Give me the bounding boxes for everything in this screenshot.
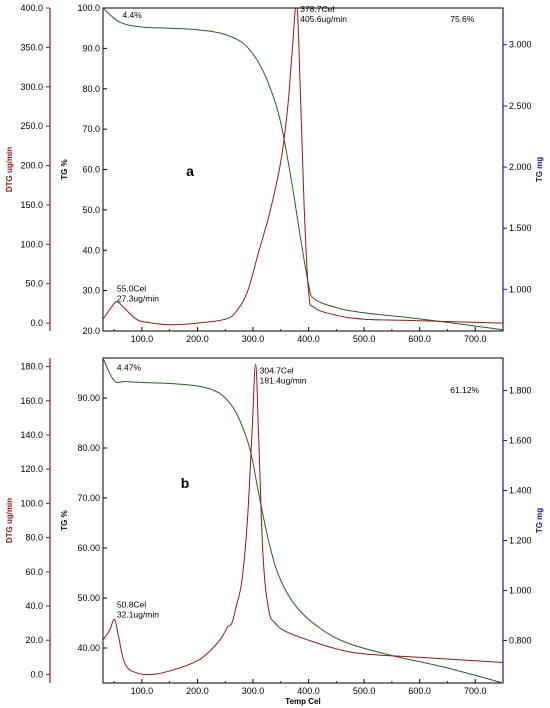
tg-pct-axis-title: TG %: [60, 159, 69, 179]
annotation-text: 4.47%: [117, 363, 142, 373]
tg-mg-tick-label: 1.200: [509, 536, 532, 546]
dtg-tick-label: 160.0: [20, 396, 43, 406]
dtg-curve: [103, 8, 503, 326]
x-tick-label: 100.0: [131, 686, 154, 696]
annotation-text: 32.1ug/min: [117, 610, 159, 620]
tg-mg-axis-title: TG mg: [535, 157, 544, 182]
annotation-text: 405.6ug/min: [300, 14, 347, 24]
annotation-text: 55.0Cel: [117, 284, 146, 294]
tg-pct-tick-label: 60.0: [82, 165, 100, 175]
tg-pct-tick-label: 70.0: [82, 124, 100, 134]
annotation-text: 4.4%: [122, 10, 142, 20]
tg-mg-tick-label: 1.000: [509, 586, 532, 596]
annotation-text: 304.7Cel: [260, 365, 294, 375]
tg-pct-tick-label: 50.0: [82, 205, 100, 215]
x-tick-label: 200.0: [186, 686, 209, 696]
x-tick-label: 600.0: [408, 686, 431, 696]
tg-mg-tick-label: 0.800: [509, 636, 532, 646]
tg-mg-axis-title: TG mg: [535, 508, 544, 533]
x-tick-label: 300.0: [242, 334, 265, 344]
annotation-text: 378.7Cel: [300, 4, 334, 14]
annotation-text: 181.4ug/min: [260, 375, 307, 385]
dtg-tick-label: 60.0: [25, 567, 43, 577]
x-tick-label: 700.0: [464, 686, 487, 696]
dtg-tick-label: 20.0: [25, 635, 43, 645]
dtg-tick-label: 100.0: [20, 239, 43, 249]
dtg-tick-label: 0.0: [30, 318, 43, 328]
dtg-tick-label: 50.0: [25, 279, 43, 289]
x-tick-label: 500.0: [353, 334, 376, 344]
x-tick-label: 600.0: [408, 334, 431, 344]
tg-pct-tick-label: 80.00: [77, 443, 100, 453]
dtg-tick-label: 350.0: [20, 42, 43, 52]
annotation-text: 27.3ug/min: [117, 294, 159, 304]
tg-pct-tick-label: 90.0: [82, 43, 100, 53]
annotation-text: 50.8Cel: [117, 600, 146, 610]
x-tick-label: 100.0: [131, 334, 154, 344]
chart-panel-b: 100.0 200.0 300.0 400.0 500.0 600.0 700.0 Temp …: [5, 357, 544, 706]
annotation-text: 75.6%: [450, 14, 475, 24]
plot-frame: [102, 357, 504, 684]
chart-panel-a: 100.0 200.0 300.0 400.0 500.0 600.0 700.0 0.0 50…: [5, 3, 544, 344]
x-tick-label: 200.0: [186, 334, 209, 344]
dtg-tick-label: 40.0: [25, 601, 43, 611]
tg-mg-tick-label: 2.500: [509, 101, 532, 111]
tg-mg-tick-label: 2.000: [509, 162, 532, 172]
dtg-tick-label: 120.0: [20, 464, 43, 474]
tg-pct-tick-label: 90.00: [77, 393, 100, 403]
tg-pct-tick-label: 80.0: [82, 84, 100, 94]
tg-pct-tick-label: 40.00: [77, 643, 100, 653]
annotation-text: 61.12%: [450, 385, 479, 395]
dtg-tick-label: 150.0: [20, 200, 43, 210]
dtg-tick-label: 300.0: [20, 82, 43, 92]
tg-mg-tick-label: 1.500: [509, 223, 532, 233]
tg-mg-tick-label: 1.400: [509, 486, 532, 496]
x-tick-label: 400.0: [297, 686, 320, 696]
x-tick-label: 500.0: [353, 686, 376, 696]
dtg-axis-title: DTG ug/min: [5, 147, 14, 192]
tg-pct-tick-label: 30.0: [82, 286, 100, 296]
dtg-curve: [103, 363, 503, 676]
tg-pct-axis-title: TG %: [60, 510, 69, 530]
dtg-tick-label: 80.0: [25, 533, 43, 543]
tg-pct-tick-label: 40.0: [82, 245, 100, 255]
x-tick-label: 300.0: [242, 686, 265, 696]
dtg-tick-label: 200.0: [20, 161, 43, 171]
dtg-tick-label: 400.0: [20, 3, 43, 13]
tg-pct-tick-label: 20.0: [82, 326, 100, 336]
tg-pct-tick-label: 70.00: [77, 493, 100, 503]
tg-mg-tick-label: 1.000: [509, 284, 532, 294]
x-axis-title: Temp Cel: [285, 697, 320, 706]
dtg-tick-label: 100.0: [20, 498, 43, 508]
dtg-tick-label: 250.0: [20, 121, 43, 131]
tg-mg-tick-label: 1.800: [509, 386, 532, 396]
tg-curve: [103, 358, 503, 683]
x-tick-label: 700.0: [464, 334, 487, 344]
tg-mg-tick-label: 1.600: [509, 436, 532, 446]
panel-label: a: [186, 163, 194, 179]
panel-label: b: [181, 475, 190, 491]
x-tick-label: 400.0: [297, 334, 320, 344]
tg-pct-tick-label: 100.0: [77, 3, 100, 13]
tg-mg-tick-label: 3.000: [509, 40, 532, 50]
tg-curve: [103, 8, 503, 331]
tg-pct-tick-label: 50.00: [77, 593, 100, 603]
dtg-tick-label: 0.0: [30, 669, 43, 679]
dtg-tick-label: 180.0: [20, 362, 43, 372]
dtg-tick-label: 140.0: [20, 430, 43, 440]
tg-pct-tick-label: 60.00: [77, 543, 100, 553]
dtg-axis-title: DTG ug/min: [5, 498, 14, 543]
